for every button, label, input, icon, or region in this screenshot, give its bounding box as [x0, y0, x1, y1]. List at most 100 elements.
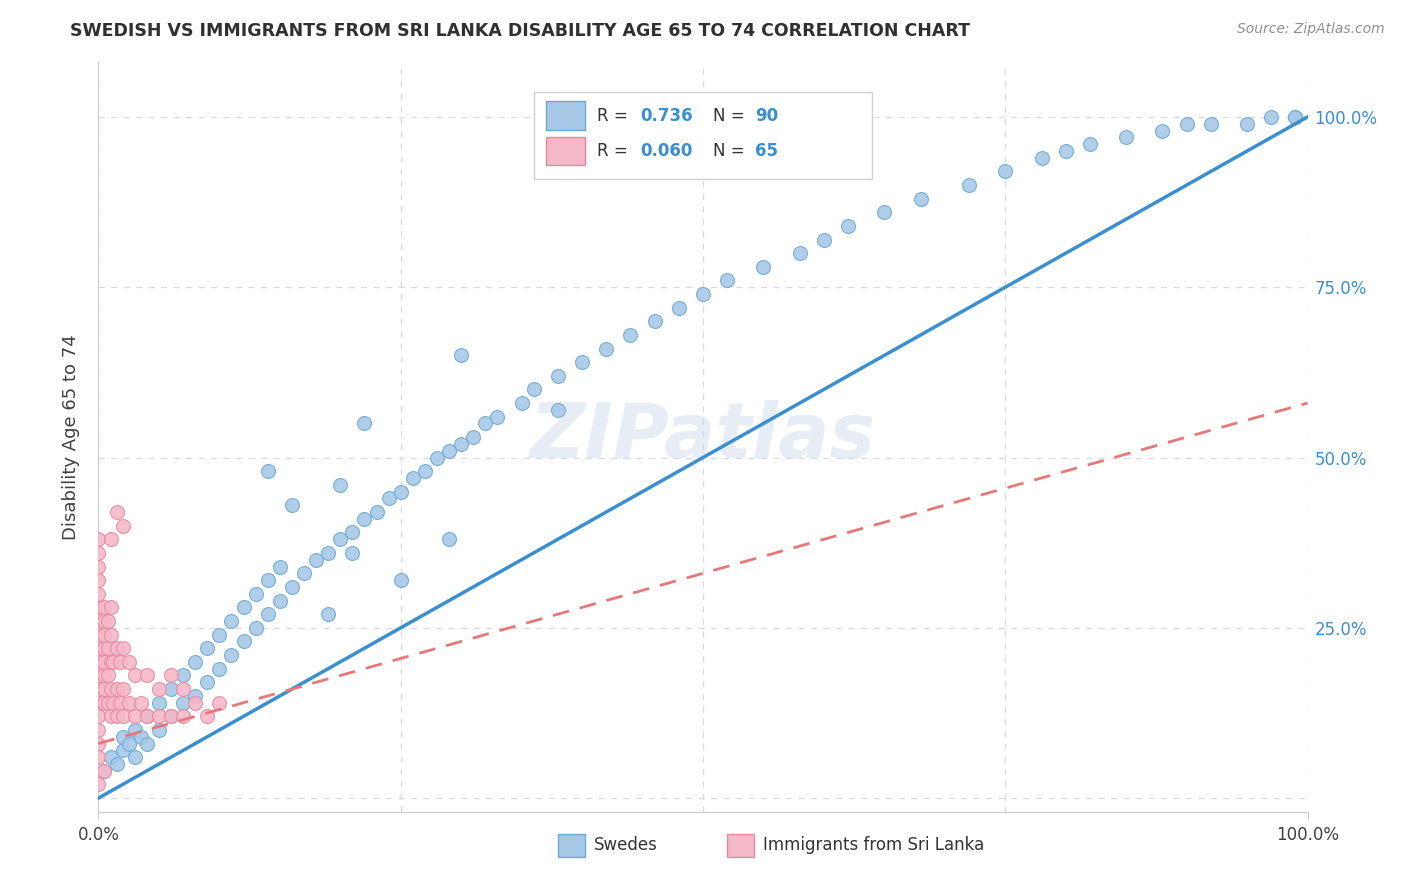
Point	[87, 600, 110, 615]
Point	[87, 559, 110, 574]
Point	[1152, 123, 1174, 137]
Point	[87, 546, 110, 560]
Point	[486, 409, 509, 424]
Point	[87, 723, 110, 737]
Point	[994, 164, 1017, 178]
Text: 0.736: 0.736	[640, 107, 693, 125]
Point	[93, 614, 115, 628]
Point	[256, 607, 278, 622]
Point	[124, 668, 146, 682]
Point	[256, 464, 278, 478]
Point	[111, 730, 134, 744]
Point	[100, 709, 122, 723]
Point	[97, 641, 120, 656]
Point	[108, 696, 131, 710]
Point	[195, 675, 218, 690]
Text: R =: R =	[596, 107, 633, 125]
Point	[124, 750, 146, 764]
Point	[108, 655, 131, 669]
Point	[105, 641, 128, 656]
Point	[668, 301, 690, 315]
Point	[135, 709, 157, 723]
Point	[111, 641, 134, 656]
Point	[124, 709, 146, 723]
Point	[474, 417, 496, 431]
Point	[87, 750, 110, 764]
Point	[100, 533, 122, 547]
Point	[571, 355, 593, 369]
Point	[281, 498, 304, 512]
Point	[172, 696, 194, 710]
Point	[221, 614, 243, 628]
Point	[208, 696, 231, 710]
Point	[87, 627, 110, 641]
Text: 0.060: 0.060	[640, 142, 693, 160]
Text: Swedes: Swedes	[595, 837, 658, 855]
Point	[1078, 137, 1101, 152]
Point	[100, 627, 122, 641]
Point	[100, 600, 122, 615]
Point	[97, 668, 120, 682]
Point	[305, 552, 328, 566]
Point	[281, 580, 304, 594]
Point	[450, 348, 472, 362]
Text: 65: 65	[755, 142, 778, 160]
Point	[87, 709, 110, 723]
Point	[172, 682, 194, 697]
Point	[93, 764, 115, 778]
Point	[87, 573, 110, 587]
Point	[221, 648, 243, 662]
Point	[87, 655, 110, 669]
Point	[256, 573, 278, 587]
Text: Immigrants from Sri Lanka: Immigrants from Sri Lanka	[763, 837, 984, 855]
Point	[101, 655, 124, 669]
Point	[752, 260, 775, 274]
Point	[93, 655, 115, 669]
Point	[100, 750, 122, 764]
Text: Source: ZipAtlas.com: Source: ZipAtlas.com	[1237, 22, 1385, 37]
Point	[353, 512, 375, 526]
Point	[129, 696, 152, 710]
Point	[135, 668, 157, 682]
Point	[353, 417, 375, 431]
Point	[692, 287, 714, 301]
Point	[148, 682, 170, 697]
Point	[510, 396, 533, 410]
Point	[93, 696, 115, 710]
Point	[100, 655, 122, 669]
Point	[1284, 110, 1306, 124]
Point	[402, 471, 425, 485]
Point	[111, 682, 134, 697]
Point	[1175, 117, 1198, 131]
Point	[329, 477, 352, 491]
Point	[329, 533, 352, 547]
Point	[148, 709, 170, 723]
Point	[184, 689, 207, 703]
FancyBboxPatch shape	[534, 93, 872, 178]
Point	[232, 600, 254, 615]
Point	[389, 573, 412, 587]
Point	[547, 402, 569, 417]
Point	[87, 737, 110, 751]
Point	[111, 743, 134, 757]
Point	[184, 655, 207, 669]
Text: R =: R =	[596, 142, 633, 160]
Point	[450, 437, 472, 451]
Point	[1054, 144, 1077, 158]
Point	[437, 443, 460, 458]
Text: ZIPatlas: ZIPatlas	[530, 401, 876, 474]
Point	[172, 668, 194, 682]
Point	[437, 533, 460, 547]
Point	[269, 559, 291, 574]
Point	[873, 205, 896, 219]
Point	[172, 709, 194, 723]
Point	[789, 246, 811, 260]
Point	[316, 546, 339, 560]
Point	[1115, 130, 1137, 145]
Point	[87, 587, 110, 601]
Point	[957, 178, 980, 192]
Point	[523, 383, 546, 397]
Point	[87, 696, 110, 710]
Point	[93, 627, 115, 641]
Point	[184, 696, 207, 710]
